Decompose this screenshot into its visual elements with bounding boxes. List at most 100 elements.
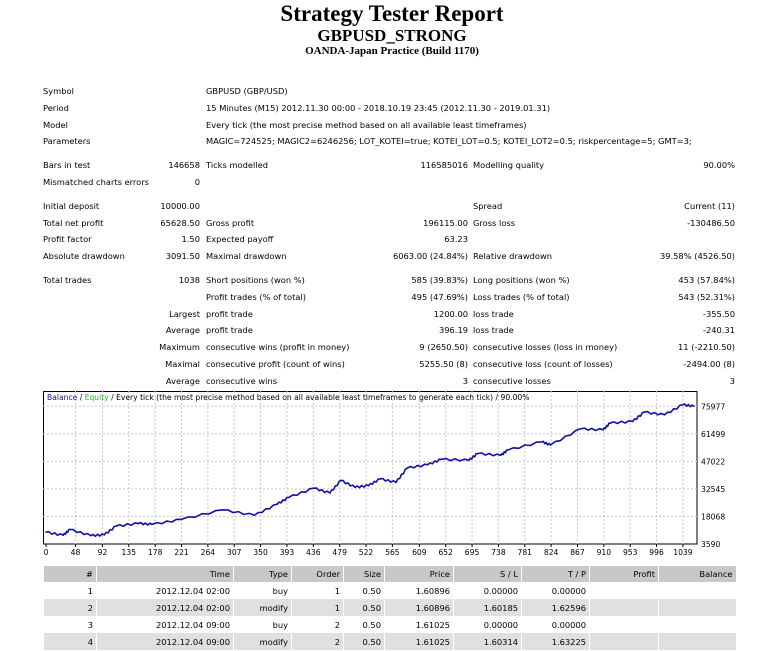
balance-point: [221, 509, 224, 511]
table-cell: 2: [43, 599, 97, 616]
stat-label: consecutive losses (loss in money): [473, 342, 618, 353]
stat-label: profit trade: [206, 308, 253, 319]
table-cell: buy: [233, 616, 292, 633]
stat-value: 0: [194, 176, 200, 187]
table-cell: 1: [291, 582, 344, 599]
stats-row: Bars in test 146658 Ticks modelled 11658501…: [43, 157, 735, 174]
x-tick-label: 436: [306, 548, 321, 557]
table-cell: modify: [233, 599, 292, 616]
table-cell: 0.50: [343, 616, 385, 633]
balance-point: [500, 454, 502, 457]
legend-equity: Equity: [84, 393, 109, 402]
balance-point: [395, 481, 397, 484]
stat-value: 146658: [168, 160, 200, 171]
table-cell: [589, 599, 659, 616]
stat-label: Profit trades (% of total): [206, 291, 306, 302]
stat-value: Largest: [169, 308, 200, 319]
balance-point: [579, 428, 582, 430]
balance-point: [115, 525, 117, 527]
balance-point: [180, 518, 183, 521]
table-cell: 1.61025: [384, 616, 454, 633]
stat-value: 1200.00: [433, 308, 468, 319]
table-cell: [658, 599, 736, 616]
balance-point: [287, 496, 290, 499]
balance-point: [549, 444, 552, 446]
x-tick-label: 609: [412, 548, 427, 557]
stats-row: Average profit trade 396.19 loss trade -240.…: [43, 322, 735, 339]
stats-row: Maximum consecutive wins (profit in money…: [43, 339, 735, 356]
column-header: Balance: [658, 566, 736, 582]
stats-row: Total trades 1038 Short positions (won %) 5…: [43, 272, 735, 289]
stat-label: Absolute drawdown: [43, 251, 125, 262]
stat-label: Loss trades (% of total): [473, 291, 570, 302]
x-tick-label: 48: [71, 548, 81, 557]
table-cell: 2: [291, 633, 344, 650]
stat-label: Symbol: [43, 86, 74, 96]
stat-label: Total trades: [43, 274, 92, 285]
stat-value: 63.23: [444, 234, 468, 245]
column-header: #: [43, 566, 97, 582]
balance-point: [602, 429, 605, 431]
column-header: Order: [291, 566, 344, 582]
balance-point: [151, 523, 153, 526]
stats-row: Largest profit trade 1200.00 loss trade -355…: [43, 306, 735, 323]
table-cell: 0.50: [343, 599, 385, 616]
x-tick-label: 350: [253, 548, 268, 557]
x-tick-label: 953: [623, 548, 638, 557]
table-cell: 2: [291, 616, 344, 633]
stats-group: Bars in test 146658 Ticks modelled 11658501…: [43, 157, 735, 191]
column-header: Profit: [589, 566, 659, 582]
table-cell: 0.00000: [521, 616, 590, 633]
table-cell: 0.00000: [521, 582, 590, 599]
x-tick-label: 479: [332, 548, 347, 557]
x-tick-label: 738: [491, 548, 506, 557]
chart-legend: Balance / Equity / Every tick (the most …: [47, 393, 529, 402]
stat-label: Relative drawdown: [473, 251, 553, 262]
x-tick-label: 910: [597, 548, 612, 557]
stat-value: 6063.00 (24.84%): [392, 251, 468, 262]
balance-point: [663, 413, 666, 416]
y-tick-label: 3590: [701, 540, 720, 549]
table-cell: 2012.12.04 02:00: [96, 582, 234, 599]
y-tick-label: 32545: [701, 485, 725, 494]
legend-separator: /: [77, 393, 85, 402]
column-header: S / L: [453, 566, 522, 582]
column-header: Size: [343, 566, 385, 582]
legend-balance: Balance: [47, 393, 78, 402]
balance-point: [541, 441, 543, 443]
stat-value: 585 (39.83%): [411, 274, 468, 285]
report-title: Strategy Tester Report: [280, 1, 504, 26]
y-tick-label: 75977: [701, 402, 725, 411]
y-tick-label: 47022: [701, 457, 725, 466]
balance-point: [137, 522, 140, 525]
table-cell: 0.00000: [453, 582, 522, 599]
stat-label: Period: [43, 102, 69, 113]
x-tick-label: 1039: [673, 548, 692, 557]
stat-label: 15 Minutes (M15) 2012.11.30 00:00 - 2018…: [206, 102, 551, 113]
stat-value: 3091.50: [165, 251, 200, 262]
stat-value: 3: [729, 375, 735, 386]
stat-label: consecutive loss (count of losses): [473, 358, 613, 369]
stat-label: Total net profit: [43, 217, 104, 228]
stats-row: Average consecutive wins 3 consecutive loss…: [43, 373, 735, 390]
x-tick-label: 221: [174, 548, 189, 557]
stat-label: Modelling quality: [473, 160, 545, 171]
stat-label: Ticks modelled: [206, 160, 268, 171]
legend-description: / Every tick (the most precise method ba…: [108, 393, 530, 402]
x-tick-label: 0: [44, 548, 49, 557]
stat-label: consecutive profit (count of wins): [206, 358, 345, 369]
stats-row: Model Every tick (the most precise method…: [43, 117, 735, 134]
stat-value: 543 (52.31%): [678, 291, 735, 302]
column-header: Type: [233, 566, 292, 582]
table-cell: [589, 616, 659, 633]
table-cell: 2012.12.04 09:00: [96, 616, 234, 633]
stat-value: Maximal: [165, 358, 200, 369]
table-cell: 1.60185: [453, 599, 522, 616]
stat-label: Gross profit: [206, 217, 255, 228]
stat-value: 9 (2650.50): [419, 342, 468, 353]
x-tick-label: 264: [201, 548, 216, 557]
balance-point: [406, 467, 408, 469]
table-cell: 1.60896: [384, 599, 454, 616]
balance-point: [276, 503, 278, 506]
table-cell: 4: [43, 633, 97, 650]
